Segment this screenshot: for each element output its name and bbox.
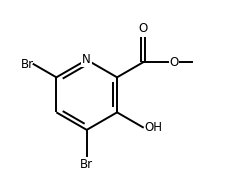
Text: O: O [168,56,178,69]
Text: N: N [82,53,91,66]
Text: O: O [138,22,147,35]
Text: Br: Br [80,158,93,171]
Text: Br: Br [20,58,34,71]
Text: OH: OH [144,121,162,134]
